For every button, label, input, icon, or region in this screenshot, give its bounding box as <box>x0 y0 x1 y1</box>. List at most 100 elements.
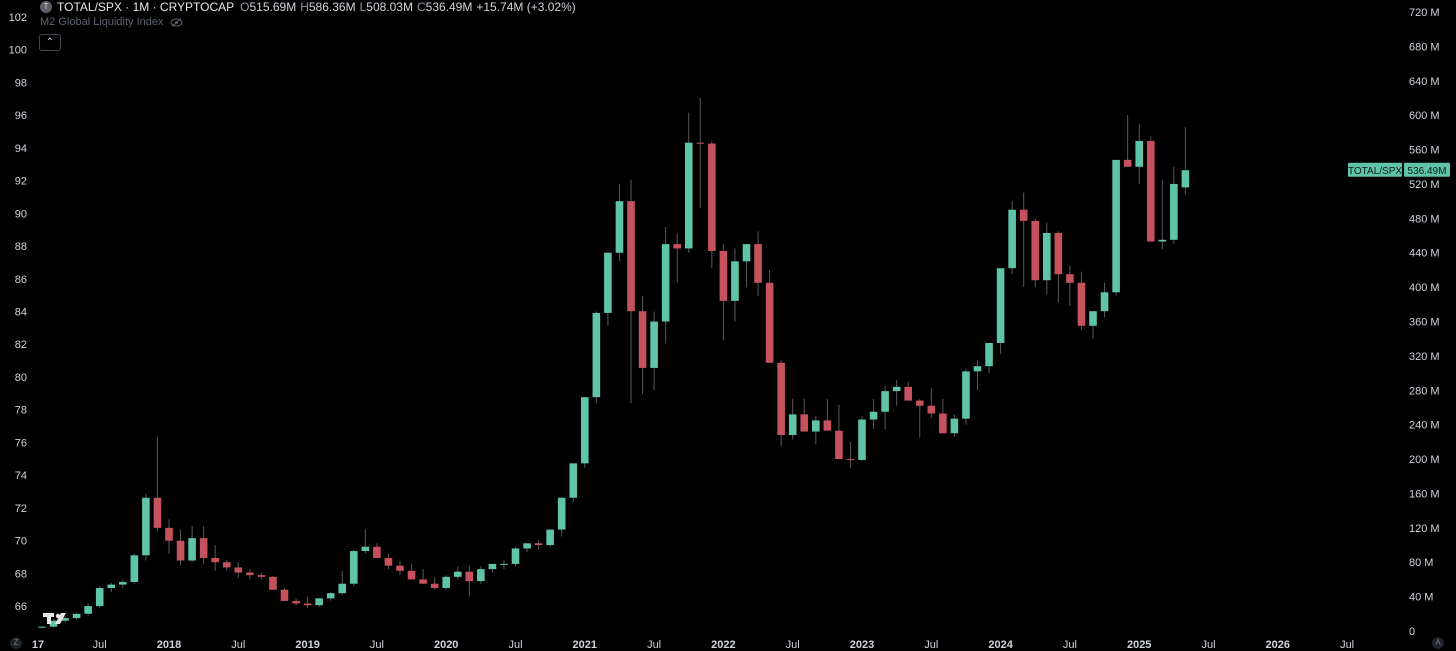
candle[interactable] <box>754 231 762 296</box>
candle[interactable] <box>419 569 427 584</box>
candle[interactable] <box>962 368 970 425</box>
candle[interactable] <box>800 398 809 432</box>
candle[interactable] <box>673 233 681 283</box>
candle[interactable] <box>176 529 185 565</box>
candle[interactable] <box>453 566 462 580</box>
candle[interactable] <box>846 441 855 468</box>
candle[interactable] <box>881 385 889 429</box>
candle[interactable] <box>1123 115 1132 167</box>
candle[interactable] <box>153 437 162 532</box>
candle[interactable] <box>581 397 589 468</box>
candle[interactable] <box>246 569 254 580</box>
candle[interactable] <box>627 179 635 404</box>
candle[interactable] <box>257 572 266 580</box>
symbol-title[interactable]: TOTAL/SPX · 1M · CRYPTOCAP <box>57 0 235 14</box>
candle[interactable] <box>950 414 959 437</box>
candle[interactable] <box>442 575 450 590</box>
candle[interactable] <box>1170 166 1178 245</box>
candle[interactable] <box>326 592 335 601</box>
candle[interactable] <box>973 360 982 391</box>
candle[interactable] <box>523 543 531 552</box>
candle[interactable] <box>477 566 485 584</box>
candle[interactable] <box>1019 192 1028 288</box>
candle[interactable] <box>835 404 843 460</box>
candle[interactable] <box>546 529 554 547</box>
candle[interactable] <box>1158 179 1167 250</box>
candle[interactable] <box>396 560 404 576</box>
candle[interactable] <box>511 546 520 567</box>
candle[interactable] <box>1077 271 1086 331</box>
candle[interactable] <box>292 598 300 606</box>
candle[interactable] <box>430 577 439 590</box>
candle[interactable] <box>211 545 219 571</box>
candle[interactable] <box>107 582 116 593</box>
candle[interactable] <box>188 526 196 563</box>
candle[interactable] <box>604 252 612 326</box>
candle[interactable] <box>1066 265 1074 307</box>
candle[interactable] <box>338 570 347 595</box>
candle[interactable] <box>119 579 127 589</box>
candle[interactable] <box>892 379 901 406</box>
auto-scale-toggle-a[interactable]: A <box>1432 637 1444 649</box>
candle[interactable] <box>615 183 624 262</box>
candle[interactable] <box>1043 222 1051 294</box>
candle[interactable] <box>661 226 670 343</box>
candle[interactable] <box>1054 231 1063 303</box>
candle[interactable] <box>927 387 936 418</box>
candle[interactable] <box>915 398 924 438</box>
candle[interactable] <box>869 398 878 429</box>
candle[interactable] <box>1089 311 1097 339</box>
candle[interactable] <box>384 553 393 570</box>
candle[interactable] <box>650 311 658 391</box>
candle[interactable] <box>222 559 231 571</box>
candle[interactable] <box>95 586 104 608</box>
candle[interactable] <box>199 526 208 564</box>
candle[interactable] <box>61 616 69 623</box>
candle[interactable] <box>165 519 173 554</box>
candle[interactable] <box>996 268 1005 355</box>
candle[interactable] <box>130 553 139 584</box>
candle[interactable] <box>569 463 578 503</box>
candle[interactable] <box>788 398 797 440</box>
candle[interactable] <box>592 311 601 404</box>
candle[interactable] <box>1181 127 1190 195</box>
candle[interactable] <box>1146 136 1155 242</box>
candle[interactable] <box>407 563 416 580</box>
candle[interactable] <box>500 560 508 570</box>
candle[interactable] <box>812 416 820 445</box>
candle[interactable] <box>1100 282 1109 318</box>
candle[interactable] <box>488 563 497 573</box>
candle[interactable] <box>985 342 993 374</box>
candle[interactable] <box>765 269 774 363</box>
candle[interactable] <box>373 543 381 558</box>
candle[interactable] <box>823 398 832 431</box>
candle[interactable] <box>638 295 647 394</box>
candle[interactable] <box>315 598 323 607</box>
log-scale-toggle-z[interactable]: Z <box>10 637 22 649</box>
collapse-legend-button[interactable]: ⌃ <box>39 34 61 51</box>
candle[interactable] <box>684 112 693 253</box>
eye-crossed-icon[interactable] <box>170 17 183 27</box>
candle[interactable] <box>1135 123 1143 184</box>
candle[interactable] <box>72 612 81 620</box>
candle[interactable] <box>84 603 92 616</box>
candle[interactable] <box>1031 218 1040 288</box>
candle[interactable] <box>234 562 243 578</box>
candle[interactable] <box>303 596 312 608</box>
candle[interactable] <box>858 416 866 461</box>
candle[interactable] <box>904 381 912 401</box>
candle[interactable] <box>731 248 739 322</box>
candle[interactable] <box>465 565 474 597</box>
candle[interactable] <box>719 244 728 341</box>
candle[interactable] <box>269 575 277 590</box>
candle[interactable] <box>38 625 46 629</box>
candle[interactable] <box>1112 159 1120 296</box>
candle[interactable] <box>1008 201 1016 275</box>
candle[interactable] <box>350 549 358 587</box>
candle[interactable] <box>742 244 751 288</box>
candle[interactable] <box>534 539 543 550</box>
candle[interactable] <box>696 97 705 209</box>
symbol-logo-icon[interactable]: T <box>40 1 52 13</box>
candle[interactable] <box>777 360 785 447</box>
candle[interactable] <box>49 618 58 628</box>
